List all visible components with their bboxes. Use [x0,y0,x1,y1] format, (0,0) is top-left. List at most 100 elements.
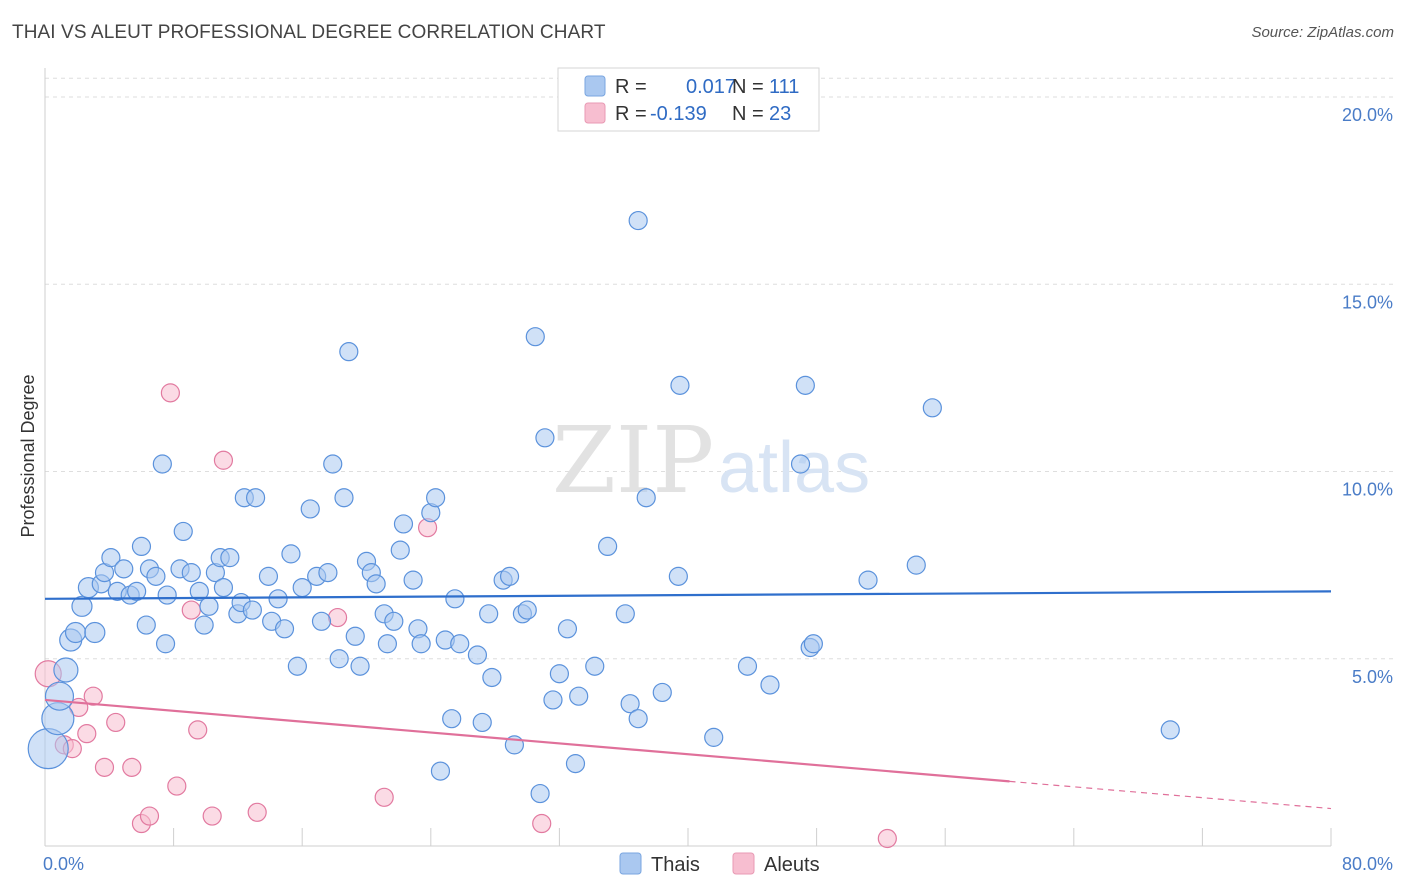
legend-n-label-aleuts: N = [732,103,764,125]
thais-point [403,570,423,590]
watermark-zip: ZIP [552,407,714,514]
correlation-legend: R = 0.017 N = 111 R = -0.139 N = 23 [557,67,820,132]
thais-point [858,570,878,590]
thais-point [704,727,724,747]
thais-point [411,634,431,654]
thais-point [339,342,359,362]
aleuts-point [327,607,348,628]
thais-point [543,690,563,710]
thais-point [737,656,758,676]
thais-point [795,375,815,395]
chart-title: THAI VS ALEUT PROFESSIONAL DEGREE CORREL… [12,22,606,43]
watermark: ZIP atlas [552,407,870,514]
thais-point [803,634,823,654]
aleuts-point [122,757,142,777]
thais-point [300,499,320,519]
grid-lines [45,77,1394,660]
thais-point [628,210,648,231]
thais-point [636,488,656,508]
chart-source: Source: ZipAtlas.com [1251,24,1394,41]
thais-point [329,649,349,669]
aleuts-point [532,813,552,834]
legend-r-label-thais: R = [615,76,647,98]
thais-point [790,454,811,474]
series-legend-swatch-aleuts [732,852,755,875]
aleuts-point [213,450,234,470]
thais-point [245,488,266,508]
thais-point [152,454,172,474]
thais-point [652,682,672,703]
thais-point [242,600,262,620]
legend-swatch-thais [584,75,606,97]
thais-point [173,521,193,542]
thais-point [670,375,690,395]
thais-point [127,581,147,601]
y-tick-label: 20.0% [1342,105,1393,125]
thais-point [1160,720,1180,740]
thais-point [384,611,404,631]
legend-n-value-aleuts: 23 [769,103,791,125]
thais-point [189,581,209,601]
legend-n-label-thais: N = [732,76,764,98]
thais-point [426,488,446,508]
thais-point [467,645,488,665]
aleuts-point [247,802,267,822]
aleuts-point [160,383,180,403]
thais-point [318,563,338,583]
x-tick-label-min: 0.0% [43,854,84,874]
thais-point [44,681,75,711]
thais-point [668,566,688,586]
thais-point [311,611,332,631]
y-tick-label: 10.0% [1342,480,1393,500]
aleuts-point [877,828,897,849]
aleuts-points [34,383,897,849]
thais-point [194,615,214,635]
aleuts-point [188,720,208,740]
aleuts-point [139,806,160,826]
aleuts-point [94,757,115,777]
aleuts-point [83,686,103,706]
thais-point [598,536,618,557]
thais-point [199,596,219,616]
y-tick-labels: 5.0% 10.0% 15.0% 20.0% [1342,105,1393,687]
thais-point [181,563,201,583]
aleuts-trend-line [44,698,1010,783]
thais-point [157,585,177,605]
thais-point [155,634,176,654]
thais-point [569,686,589,706]
aleuts-point [77,724,97,744]
thais-point [922,398,942,418]
thais-point [906,555,926,575]
thais-point [535,428,555,448]
thais-point [499,566,520,586]
aleuts-point [202,806,222,826]
x-tick-label-max: 80.0% [1342,854,1393,874]
thais-point [213,577,234,598]
thais-point [350,656,370,676]
aleuts-point [106,712,126,733]
thais-point [287,656,307,676]
thais-point [84,621,106,644]
thais-point [557,619,578,639]
thais-point [525,327,545,347]
thais-point [114,559,134,579]
thais-point [549,664,570,684]
thais-point [472,712,492,733]
legend-r-value-thais: 0.017 [686,76,736,98]
thais-point [334,488,354,508]
trend-lines [44,590,1332,810]
thais-point [479,604,499,624]
thais-point [482,667,502,688]
x-ticks [44,828,1332,846]
thais-point [101,548,121,568]
thais-point [366,574,386,594]
legend-swatch-aleuts [584,102,606,124]
legend-r-label-aleuts: R = [615,103,647,125]
y-axis-label: Professional Degree [18,374,38,537]
thais-point [615,604,635,624]
thais-point [628,709,648,729]
aleuts-point [181,600,201,620]
series-legend-label-thais: Thais [651,854,700,876]
thais-point [274,619,295,639]
